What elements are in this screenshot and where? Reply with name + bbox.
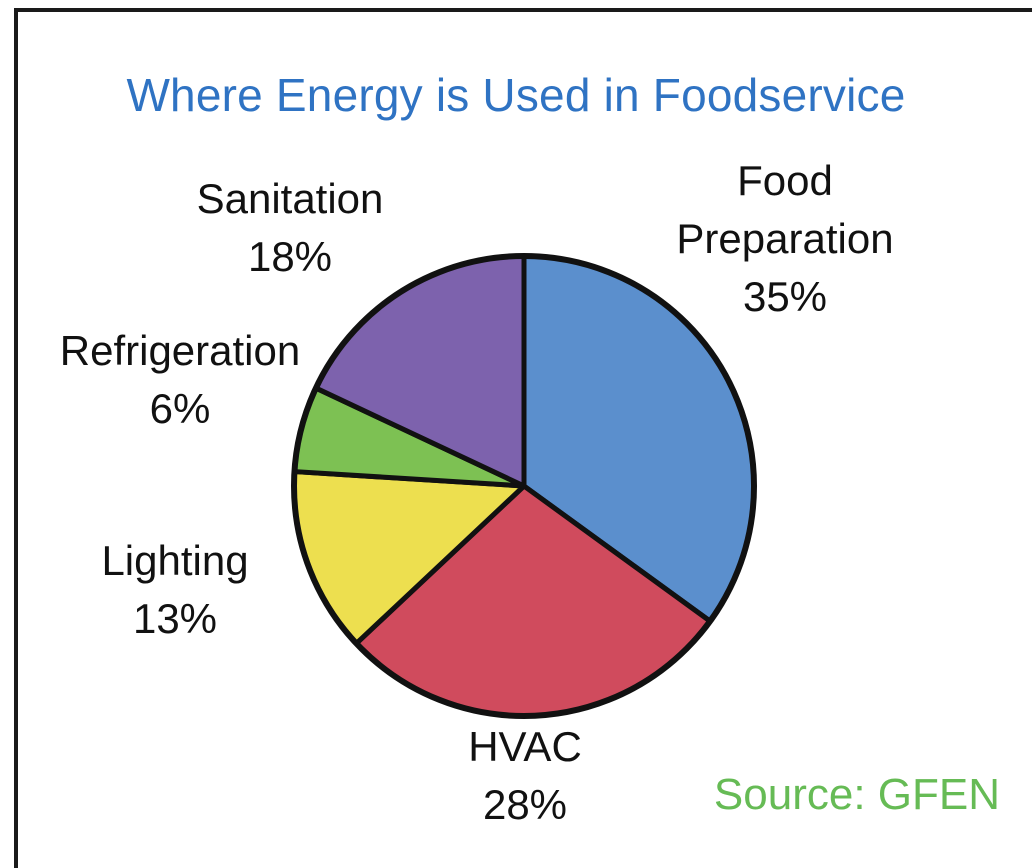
slice-name-line: Refrigeration (59, 327, 301, 374)
slice-name-line: Sanitation (196, 175, 384, 222)
slice-percent: 28% (482, 781, 568, 828)
slice-name-line: Lighting (101, 537, 249, 584)
pie-outline (291, 253, 757, 719)
slice-label-food-preparation: Food Preparation 35% (640, 152, 930, 326)
chart-title: Where Energy is Used in Foodservice (126, 69, 906, 121)
pie-chart (291, 253, 757, 719)
slice-percent: 6% (149, 385, 211, 432)
source-note: Source: GFEN (713, 770, 1000, 819)
slice-percent: 35% (742, 273, 828, 320)
slice-label-hvac: HVAC 28% (400, 718, 650, 834)
slice-name-line: Preparation (676, 215, 894, 262)
slice-percent: 18% (247, 233, 333, 280)
chart-frame (14, 8, 1032, 868)
slice-label-sanitation: Sanitation 18% (150, 170, 430, 286)
slice-label-lighting: Lighting 13% (50, 532, 300, 648)
slice-name-line: HVAC (468, 723, 582, 770)
slice-name-line: Food (737, 157, 833, 204)
slice-percent: 13% (132, 595, 218, 642)
slice-label-refrigeration: Refrigeration 6% (20, 322, 340, 438)
